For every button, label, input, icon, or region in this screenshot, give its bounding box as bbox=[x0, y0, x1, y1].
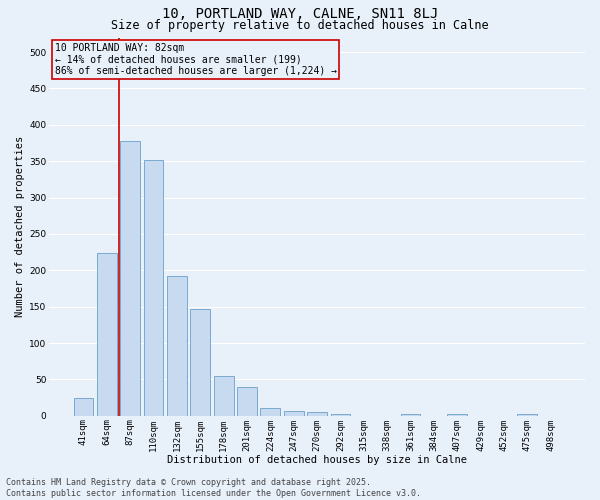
X-axis label: Distribution of detached houses by size in Calne: Distribution of detached houses by size … bbox=[167, 455, 467, 465]
Bar bbox=[143, 160, 163, 416]
Text: Size of property relative to detached houses in Calne: Size of property relative to detached ho… bbox=[111, 19, 489, 32]
Text: Contains HM Land Registry data © Crown copyright and database right 2025.
Contai: Contains HM Land Registry data © Crown c… bbox=[6, 478, 421, 498]
Bar bbox=[237, 386, 257, 416]
Bar bbox=[448, 414, 467, 416]
Bar bbox=[307, 412, 327, 416]
Y-axis label: Number of detached properties: Number of detached properties bbox=[15, 136, 25, 318]
Bar bbox=[517, 414, 537, 416]
Bar bbox=[401, 414, 421, 416]
Text: 10 PORTLAND WAY: 82sqm
← 14% of detached houses are smaller (199)
86% of semi-de: 10 PORTLAND WAY: 82sqm ← 14% of detached… bbox=[55, 43, 337, 76]
Text: 10, PORTLAND WAY, CALNE, SN11 8LJ: 10, PORTLAND WAY, CALNE, SN11 8LJ bbox=[162, 8, 438, 22]
Bar bbox=[190, 309, 210, 416]
Bar bbox=[331, 414, 350, 416]
Bar bbox=[120, 141, 140, 416]
Bar bbox=[284, 410, 304, 416]
Bar bbox=[167, 276, 187, 416]
Bar bbox=[214, 376, 233, 416]
Bar bbox=[74, 398, 94, 416]
Bar bbox=[260, 408, 280, 416]
Bar bbox=[97, 253, 117, 416]
